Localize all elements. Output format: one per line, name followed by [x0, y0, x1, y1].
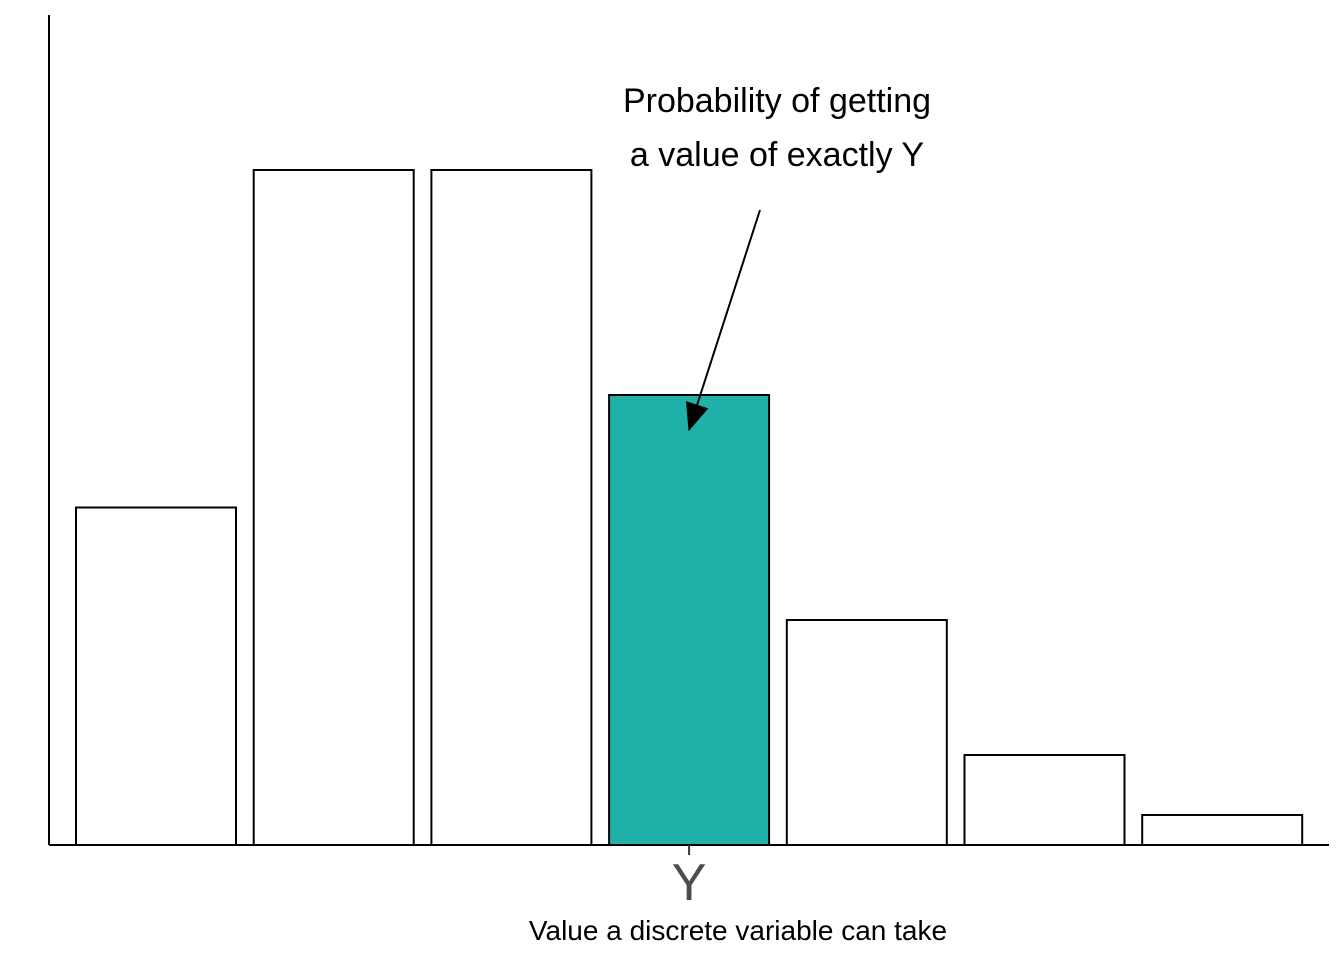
bars-group — [75, 169, 1304, 846]
annotation-arrow-head — [685, 401, 709, 432]
bar — [963, 754, 1126, 846]
x-axis-label: Value a discrete variable can take — [529, 915, 947, 946]
bar — [252, 169, 415, 846]
bar — [430, 169, 593, 846]
bar — [785, 619, 948, 846]
annotation-line-1: Probability of getting — [623, 82, 931, 120]
annotation-arrow-line — [688, 209, 761, 431]
annotation-group: Probability of getting a value of exactl… — [623, 82, 931, 432]
annotation-line-2: a value of exactly Y — [630, 136, 924, 174]
bar — [1141, 814, 1304, 846]
bar — [75, 506, 237, 846]
x-tick-label: Y — [672, 854, 707, 912]
x-ticks-group: Y — [672, 845, 707, 912]
bar-highlighted — [608, 394, 771, 846]
